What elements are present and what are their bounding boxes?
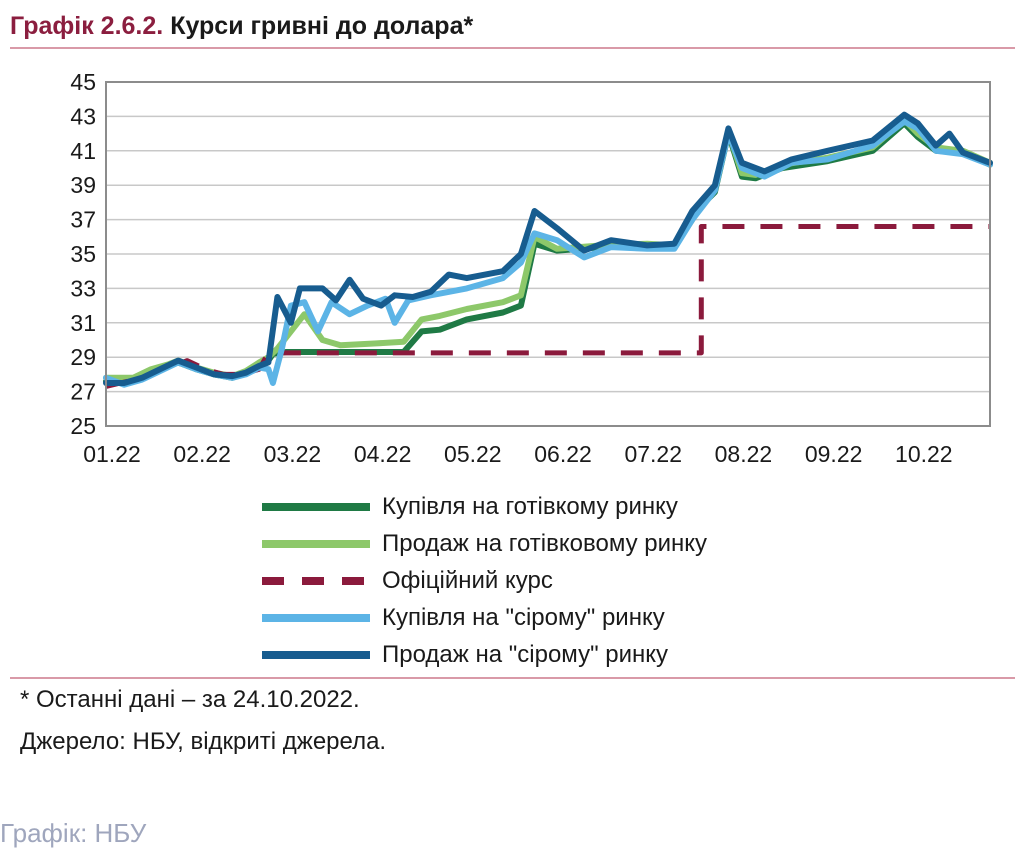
chart-series [103, 111, 993, 389]
legend-swatch-cash-buy [262, 502, 370, 511]
y-tick-label: 45 [70, 69, 96, 95]
legend-label: Продаж на готівковому ринку [382, 529, 708, 557]
legend-swatch-grey-buy [262, 613, 370, 622]
series-line-0 [103, 120, 993, 385]
y-tick-label: 35 [70, 241, 96, 267]
y-tick-label: 41 [70, 138, 96, 164]
legend-item: Купівля на готівкому ринку [262, 488, 707, 525]
x-axis-ticks: 01.22 02.22 03.22 04.22 05.22 06.22 07.22 08.22… [83, 441, 952, 467]
chart-title-text: Курси гривні до долара* [170, 12, 474, 40]
legend-swatch-cash-sell [262, 539, 370, 548]
y-tick-label: 39 [70, 172, 96, 198]
legend-label: Купівля на готівкому ринку [382, 492, 678, 520]
x-tick-label: 05.22 [444, 441, 502, 467]
x-tick-label: 10.22 [895, 441, 953, 467]
y-tick-label: 27 [70, 379, 96, 405]
legend-label: Офіційний курс [382, 566, 553, 594]
y-tick-label: 31 [70, 310, 96, 336]
legend-swatch-official [262, 576, 370, 585]
x-tick-label: 07.22 [624, 441, 682, 467]
y-tick-label: 43 [70, 103, 96, 129]
top-divider [10, 47, 1015, 49]
chart-legend: Купівля на готівкому ринку Продаж на гот… [262, 488, 707, 673]
x-tick-label: 06.22 [534, 441, 592, 467]
y-tick-label: 33 [70, 275, 96, 301]
x-tick-label: 04.22 [354, 441, 412, 467]
legend-label: Продаж на "сірому" ринку [382, 640, 669, 668]
legend-swatch-grey-sell [262, 650, 370, 659]
legend-item: Купівля на "сірому" ринку [262, 599, 707, 636]
series-line-3 [103, 118, 993, 388]
legend-item: Продаж на готівковому ринку [262, 525, 707, 562]
x-tick-label: 03.22 [264, 441, 322, 467]
y-tick-label: 29 [70, 344, 96, 370]
bottom-divider [10, 677, 1015, 679]
y-axis-ticks: 25 27 29 31 33 35 37 39 41 43 45 [70, 69, 96, 439]
y-tick-label: 25 [70, 413, 96, 439]
x-tick-label: 09.22 [805, 441, 863, 467]
line-chart: 25 27 29 31 33 35 37 39 41 43 45 01.22 02.22 03.22 04… [70, 69, 993, 467]
legend-label: Купівля на "сірому" ринку [382, 603, 665, 631]
legend-item: Продаж на "сірому" ринку [262, 636, 707, 673]
x-tick-label: 08.22 [715, 441, 773, 467]
legend-item: Офіційний курс [262, 562, 707, 599]
series-line-4 [103, 111, 993, 386]
y-tick-label: 37 [70, 207, 96, 233]
chart-title: Графік 2.6.2. Курси гривні до долара* [10, 12, 473, 41]
source-note: Джерело: НБУ, відкриті джерела. [20, 728, 387, 755]
plot-area-border [105, 81, 991, 427]
chart-number: Графік 2.6.2. [10, 12, 164, 40]
image-credit: Графік: НБУ [0, 818, 147, 848]
x-tick-label: 02.22 [173, 441, 231, 467]
last-data-note: * Останні дані – за 24.10.2022. [20, 686, 360, 713]
x-tick-label: 01.22 [83, 441, 141, 467]
